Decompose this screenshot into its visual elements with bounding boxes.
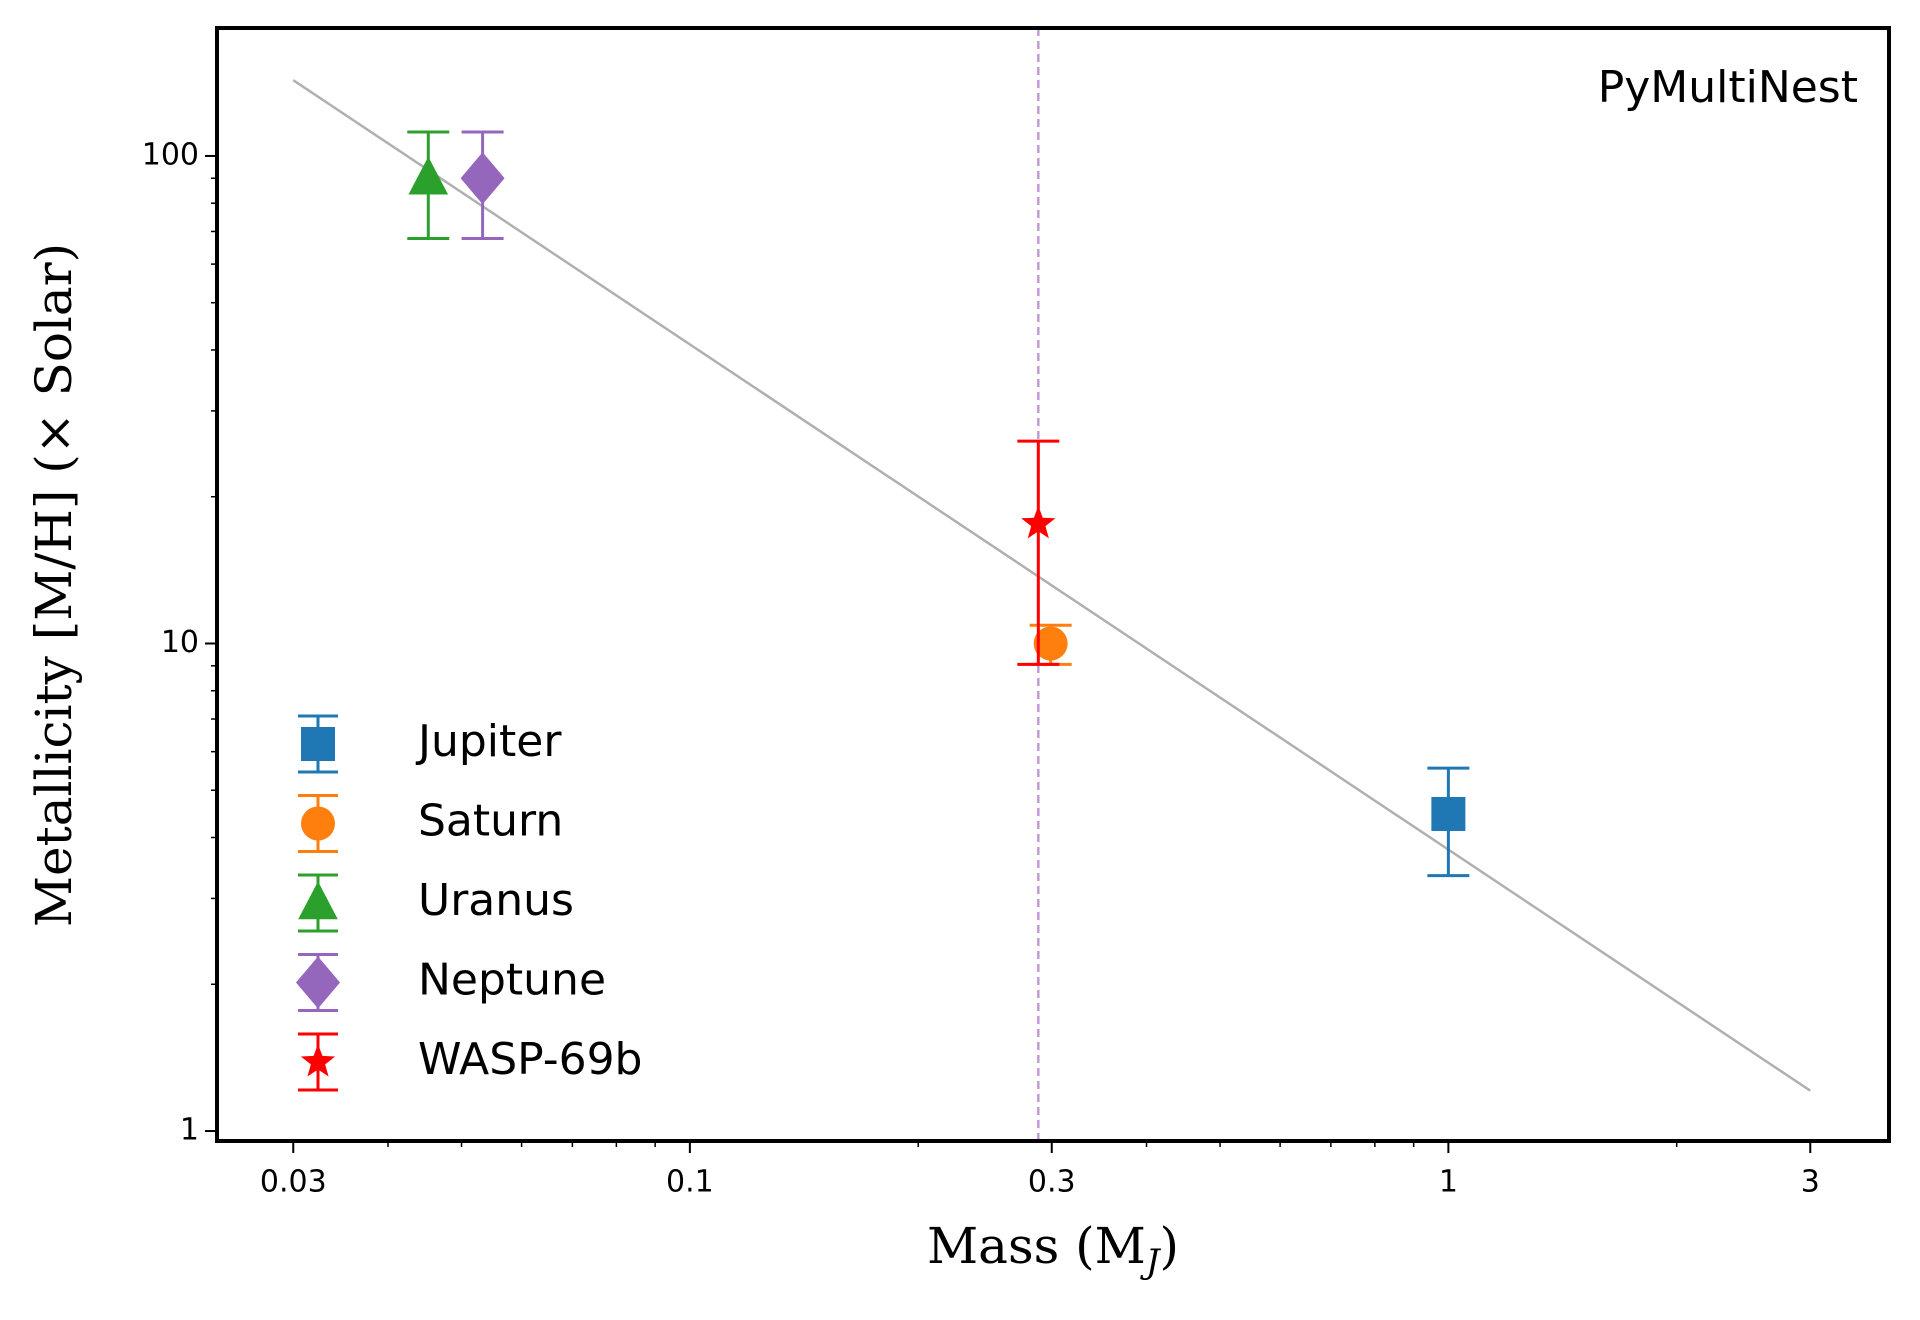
legend-marker bbox=[296, 956, 340, 1009]
marker bbox=[1033, 626, 1068, 661]
legend-label: Saturn bbox=[418, 796, 563, 847]
marker bbox=[460, 152, 505, 205]
legend-marker bbox=[301, 727, 335, 761]
y-tick-label: 10 bbox=[161, 625, 199, 660]
x-tick-label: 1 bbox=[1439, 1165, 1458, 1200]
y-tick-label: 100 bbox=[142, 137, 199, 172]
plot-frame bbox=[215, 26, 1891, 1143]
annotation: PyMultiNest bbox=[1598, 62, 1858, 113]
legend-label: Uranus bbox=[418, 875, 574, 926]
legend-marker bbox=[298, 881, 338, 920]
x-tick-label: 0.03 bbox=[260, 1165, 327, 1200]
y-axis-label: Metallicity [M/H] (× Solar) bbox=[25, 243, 83, 927]
legend-label: Neptune bbox=[418, 955, 606, 1006]
legend-marker bbox=[300, 1044, 336, 1077]
x-tick-label: 3 bbox=[1801, 1165, 1820, 1200]
marker bbox=[1021, 505, 1056, 539]
marker bbox=[1431, 796, 1466, 831]
legend-label: WASP-69b bbox=[418, 1034, 643, 1085]
fit-line bbox=[292, 79, 1811, 1092]
marker bbox=[408, 156, 449, 195]
x-axis-label: Mass (MJ) bbox=[927, 1217, 1179, 1282]
legend-marker bbox=[301, 806, 335, 841]
x-tick-label: 0.3 bbox=[1028, 1165, 1076, 1200]
y-tick-label: 1 bbox=[180, 1113, 199, 1148]
x-tick-label: 0.1 bbox=[666, 1165, 714, 1200]
legend-label: Jupiter bbox=[415, 716, 562, 767]
